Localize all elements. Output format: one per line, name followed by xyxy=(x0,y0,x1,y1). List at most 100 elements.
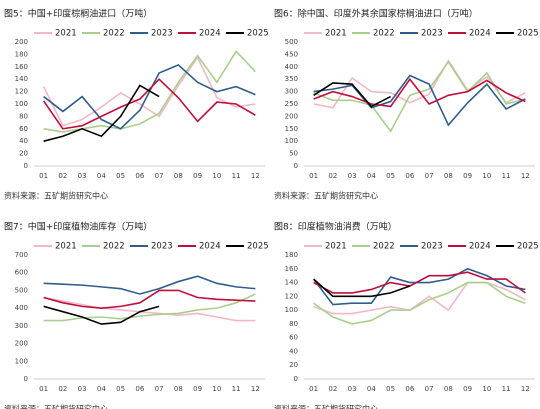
y-tick-label: 0 xyxy=(24,375,28,383)
x-tick-label: 04 xyxy=(97,385,106,393)
y-tick-label: 600 xyxy=(15,269,28,277)
y-tick-label: 80 xyxy=(19,112,28,120)
x-tick-label: 03 xyxy=(348,172,357,180)
y-tick-label: 0 xyxy=(294,162,298,170)
y-tick-label: 100 xyxy=(285,306,298,314)
series-line xyxy=(313,281,526,315)
x-tick-label: 01 xyxy=(39,385,48,393)
y-tick-label: 350 xyxy=(285,75,298,83)
x-tick-label: 07 xyxy=(155,385,164,393)
x-tick-label: 02 xyxy=(58,172,67,180)
y-tick-label: 140 xyxy=(285,279,298,287)
x-tick-label: 04 xyxy=(97,172,106,180)
x-tick-label: 05 xyxy=(116,172,125,180)
x-tick-label: 06 xyxy=(405,172,414,180)
series-line xyxy=(43,289,256,309)
legend-label: 2022 xyxy=(373,29,395,39)
y-tick-label: 400 xyxy=(15,304,28,312)
x-tick-label: 09 xyxy=(463,385,472,393)
y-tick-label: 150 xyxy=(285,125,298,133)
x-tick-label: 01 xyxy=(309,172,318,180)
y-tick-label: 50 xyxy=(289,150,298,158)
x-tick-label: 10 xyxy=(482,385,491,393)
legend-label: 2021 xyxy=(325,29,347,39)
x-tick-label: 03 xyxy=(78,385,87,393)
x-tick-label: 11 xyxy=(232,385,241,393)
legend-label: 2022 xyxy=(103,242,125,252)
chart-title: 图6：除中国、印度外其余国家棕榈油进口（万吨） xyxy=(274,8,478,20)
series-line xyxy=(313,82,391,108)
x-tick-label: 01 xyxy=(309,385,318,393)
series-line xyxy=(42,78,256,130)
series-line xyxy=(313,60,526,133)
y-tick-label: 200 xyxy=(15,340,28,348)
legend-label: 2025 xyxy=(517,29,539,39)
legend-label: 2021 xyxy=(325,242,347,252)
x-tick-label: 02 xyxy=(328,172,337,180)
legend-label: 2024 xyxy=(469,242,491,252)
series-line xyxy=(43,293,256,322)
y-tick-label: 200 xyxy=(15,38,28,46)
x-tick-label: 06 xyxy=(405,385,414,393)
chart-title: 图7：中国+印度植物油库存（万吨） xyxy=(4,221,152,233)
y-tick-label: 180 xyxy=(285,251,298,259)
source-note: 资料来源：五矿期货研究中心 xyxy=(4,404,108,409)
series-line xyxy=(313,77,526,108)
legend-label: 2022 xyxy=(373,242,395,252)
legend-label: 2023 xyxy=(151,29,173,39)
series-line xyxy=(43,296,256,322)
x-tick-label: 10 xyxy=(212,385,221,393)
x-tick-label: 08 xyxy=(174,172,183,180)
y-tick-label: 500 xyxy=(285,38,298,46)
x-tick-label: 05 xyxy=(386,385,395,393)
legend-label: 2025 xyxy=(517,242,539,252)
y-tick-label: 40 xyxy=(289,347,298,355)
x-tick-label: 03 xyxy=(78,172,87,180)
y-tick-label: 140 xyxy=(15,75,28,83)
source-note: 资料来源：五矿期货研究中心 xyxy=(4,191,108,201)
series-line xyxy=(313,281,526,325)
y-tick-label: 100 xyxy=(285,137,298,145)
series-line xyxy=(313,278,411,298)
x-tick-label: 07 xyxy=(425,385,434,393)
x-tick-label: 02 xyxy=(58,385,67,393)
x-tick-label: 02 xyxy=(328,385,337,393)
x-tick-label: 10 xyxy=(212,172,221,180)
y-tick-label: 250 xyxy=(285,100,298,108)
x-tick-label: 06 xyxy=(135,172,144,180)
x-tick-label: 04 xyxy=(367,172,376,180)
y-tick-label: 120 xyxy=(285,292,298,300)
x-tick-label: 09 xyxy=(193,385,202,393)
series-line xyxy=(43,84,160,142)
y-tick-label: 300 xyxy=(15,322,28,330)
series-line xyxy=(43,275,256,295)
y-tick-label: 80 xyxy=(289,320,298,328)
y-tick-label: 100 xyxy=(15,357,28,365)
y-tick-label: 180 xyxy=(15,50,28,58)
y-tick-label: 700 xyxy=(15,251,28,259)
y-tick-label: 0 xyxy=(294,375,298,383)
x-tick-label: 05 xyxy=(386,172,395,180)
legend-label: 2023 xyxy=(151,242,173,252)
y-tick-label: 160 xyxy=(285,265,298,273)
y-tick-label: 0 xyxy=(24,162,28,170)
chart-title: 图8：印度植物油消费（万吨） xyxy=(274,221,397,233)
y-tick-label: 160 xyxy=(15,63,28,71)
x-tick-label: 08 xyxy=(444,172,453,180)
y-tick-label: 400 xyxy=(285,63,298,71)
legend-label: 2022 xyxy=(103,29,125,39)
x-tick-label: 11 xyxy=(232,172,241,180)
x-tick-label: 05 xyxy=(116,385,125,393)
source-note: 资料来源：五矿期货研究中心 xyxy=(274,191,378,201)
y-tick-label: 60 xyxy=(289,334,298,342)
legend-label: 2021 xyxy=(55,29,77,39)
x-tick-label: 06 xyxy=(135,385,144,393)
legend-label: 2024 xyxy=(469,29,491,39)
legend-label: 2024 xyxy=(199,29,221,39)
chart-title: 图5：中国+印度棕榈油进口（万吨） xyxy=(4,8,152,20)
legend-label: 2025 xyxy=(247,242,269,252)
y-tick-label: 20 xyxy=(289,361,298,369)
legend-label: 2023 xyxy=(421,242,443,252)
x-tick-label: 11 xyxy=(502,172,511,180)
